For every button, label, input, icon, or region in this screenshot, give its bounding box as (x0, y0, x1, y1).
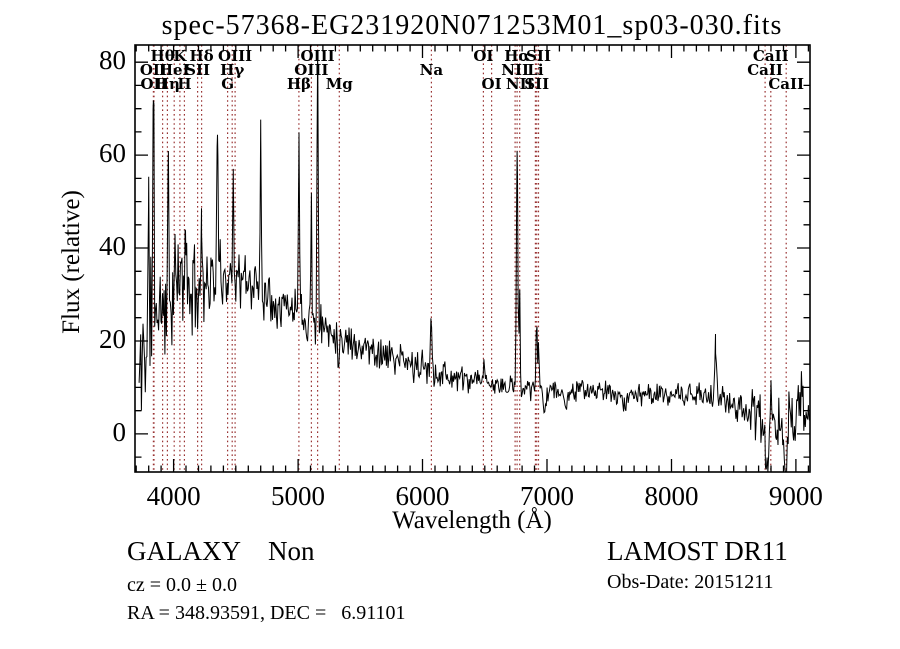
y-tick-label: 0 (112, 416, 127, 447)
spectral-line-markers (152, 45, 787, 472)
redshift-readout: cz = 0.0 ± 0.0 (127, 574, 238, 596)
spectral-line-label: Hθ (150, 47, 175, 65)
spectral-line-label: G (221, 75, 234, 93)
spectral-line-label: CaII (752, 47, 789, 65)
spectral-line-label: HeI (158, 61, 190, 79)
spectral-line-label: OIII (218, 47, 253, 65)
spectral-line-label: H (177, 75, 192, 93)
spectral-line-label: SII (526, 47, 551, 65)
y-tick-label: 40 (99, 230, 126, 261)
spectral-line-label: SII (524, 75, 550, 93)
spectral-line-label: NII (501, 61, 529, 79)
plot-border (134, 44, 811, 473)
spectral-line-label: OI (481, 75, 502, 93)
spectral-line-label: OII (140, 75, 168, 93)
spectral-line-label: Mg (325, 75, 353, 93)
x-tick-label: 6000 (395, 481, 450, 511)
spectral-line-label: Hδ (189, 47, 214, 65)
coordinates-readout: RA = 348.93591, DEC = 6.91101 (127, 602, 406, 624)
spectral-line-label: CaII (747, 61, 783, 79)
spectral-line-label: OIII (294, 61, 329, 79)
survey-label: LAMOST DR11 (607, 536, 788, 566)
x-axis-title: Wavelength (Å) (392, 507, 552, 534)
plot-title: spec-57368-EG231920N071253M01_sp03-030.f… (161, 10, 783, 41)
spectral-line-label: Hη (154, 75, 180, 93)
y-axis-title: Flux (relative) (58, 190, 85, 334)
axis-ticks (135, 45, 810, 472)
spectral-line-label: OI (473, 47, 494, 65)
subclass-label: Non (268, 536, 315, 566)
spectral-line-label: Hβ (286, 75, 311, 93)
spectral-line-label: Li (527, 61, 544, 79)
spectral-line-label: NII (505, 75, 534, 93)
spectral-line-label: Na (419, 61, 444, 79)
y-tick-label: 80 (99, 45, 126, 76)
spectral-line-label: K (173, 47, 187, 65)
spectral-line-label: OII (139, 61, 167, 79)
spectral-line-label: Hα (504, 47, 530, 65)
x-tick-label: 4000 (146, 481, 201, 511)
spectral-line-label: Hγ (220, 61, 245, 79)
x-tick-label: 8000 (644, 481, 699, 511)
obs-date-label: Obs-Date: 20151211 (607, 571, 774, 593)
y-tick-label: 20 (99, 323, 126, 354)
x-tick-label: 9000 (768, 481, 823, 511)
spectral-line-label: OIII (300, 47, 335, 65)
x-tick-label: 5000 (271, 481, 326, 511)
classification-label: GALAXY (127, 536, 241, 566)
spectral-line-label: SII (185, 61, 211, 79)
x-tick-label: 7000 (519, 481, 574, 511)
spectrum-trace (138, 56, 811, 473)
y-tick-label: 60 (99, 138, 126, 169)
spectral-line-label: CaII (768, 75, 805, 93)
